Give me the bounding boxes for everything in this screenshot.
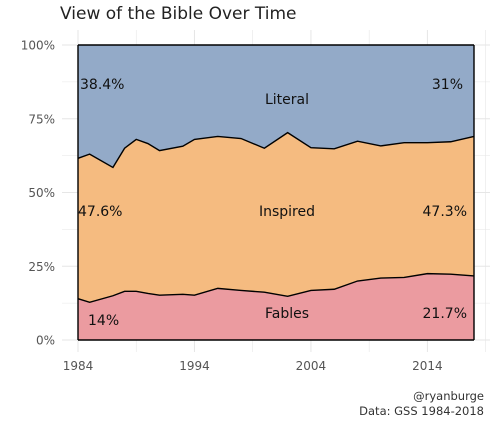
annotation-inspired-label: Inspired [259,204,315,220]
annotation-literal-label: Literal [265,92,309,108]
area-inspired [78,132,474,303]
annotation-fables-last: 21.7% [423,306,467,322]
y-tick-label: 100% [21,39,55,53]
source-caption: Data: GSS 1984-2018 [359,404,484,418]
chart-title: View of the Bible Over Time [60,4,297,24]
area-literal [78,45,474,168]
x-tick-label: 2014 [412,359,443,373]
x-tick-label: 1984 [63,359,94,373]
x-tick-label: 2004 [296,359,327,373]
line-layer [77,44,475,341]
annotation-fables-label: Fables [265,306,309,322]
area-fables [78,273,474,340]
annotation-literal-first: 38.4% [80,77,124,93]
y-tick-label: 25% [28,260,55,274]
annotation-inspired-last: 47.3% [423,204,467,220]
y-tick-label: 75% [28,112,55,126]
x-tick-label: 1994 [179,359,210,373]
annotation-literal-last: 31% [432,77,463,93]
annotation-inspired-first: 47.6% [78,204,122,220]
author-caption: @ryanburge [413,389,484,403]
y-tick-label: 50% [28,186,55,200]
boundary-inspired [77,131,475,169]
area-layer [78,45,474,340]
annotation-fables-first: 14% [88,313,119,329]
y-tick-label: 0% [36,334,55,348]
axis-layer: 0% 25% 50% 75% 100% 1984 1994 2004 2014 [21,39,443,374]
label-layer: 38.4% 31% Literal 47.6% 47.3% Inspired 1… [78,77,467,329]
boundary-fables [77,272,475,303]
